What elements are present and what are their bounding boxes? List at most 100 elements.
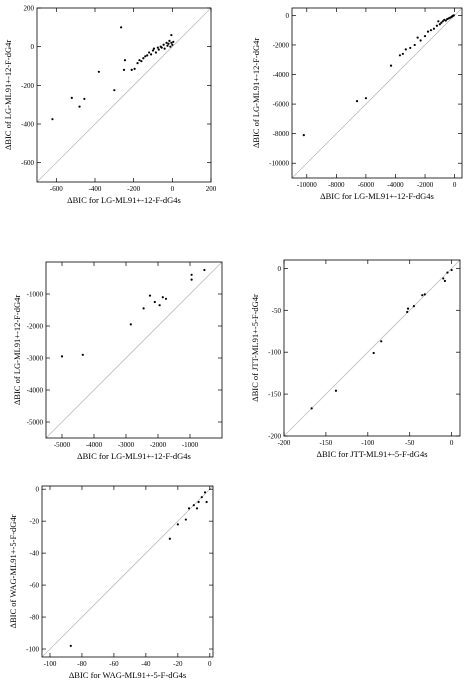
scatter-point — [190, 278, 193, 281]
x-tick-label: -50 — [405, 439, 415, 447]
scatter-point — [149, 53, 153, 56]
x-tick-label: -80 — [77, 660, 87, 668]
y-tick-label: -1000 — [27, 291, 44, 299]
x-tick-label: -4000 — [387, 181, 404, 189]
scatter-point — [152, 47, 156, 50]
y-tick-label: -40 — [30, 550, 40, 558]
scatter-point — [167, 42, 170, 45]
scatter-panel-lg12-large: -10000 -8000 -6000 -4000 -2000 0 -10000 -8000 -6… — [237, 0, 474, 232]
y-tick-label: 0 — [278, 265, 282, 273]
scatter-point — [176, 523, 179, 526]
x-tick-label: -150 — [319, 439, 332, 447]
x-tick-label: -4000 — [86, 441, 103, 449]
plot-frame — [291, 7, 463, 179]
y-tick-label: -200 — [21, 82, 34, 90]
x-tick-label: -40 — [141, 660, 151, 668]
y-tick-label: -60 — [30, 582, 40, 590]
x-tick-label: 0 — [450, 439, 454, 447]
x-axis-label: ΔBIC for JTT-ML91+-5-F-dG4s — [317, 449, 428, 459]
scatter-chart-1: -10000 -8000 -6000 -4000 -2000 0 -10000 -8000 -6… — [251, 7, 463, 201]
scatter-point — [168, 39, 171, 42]
y-tick-label: -50 — [272, 307, 282, 315]
y-tick-label: 0 — [286, 12, 290, 20]
scatter-point — [97, 70, 100, 73]
y-tick-label: -4000 — [27, 387, 44, 395]
scatter-point — [423, 293, 426, 296]
scatter-point — [163, 47, 166, 50]
y-tick-label: -100 — [268, 349, 281, 357]
scatter-point — [205, 500, 208, 504]
y-tick-label: -8000 — [273, 130, 290, 138]
y-tick-label: 0 — [31, 43, 35, 51]
y-tick-label: -5000 — [27, 419, 44, 427]
scatter-point — [416, 36, 419, 39]
scatter-point — [444, 19, 447, 22]
scatter-panel-lg12-medium: -5000 -4000 -3000 -2000 -1000 -5000 -4000 -3000… — [0, 232, 237, 464]
scatter-point — [423, 34, 427, 38]
x-tick-label: -200 — [278, 439, 291, 447]
scatter-point — [142, 57, 145, 60]
scatter-point — [158, 304, 161, 307]
scatter-point — [440, 21, 443, 24]
identity-line — [283, 259, 461, 437]
scatter-point — [302, 134, 305, 137]
x-tick-label: -3000 — [118, 441, 135, 449]
y-tick-label: -200 — [268, 433, 281, 441]
scatter-point — [166, 44, 169, 47]
scatter-point — [156, 46, 159, 49]
scatter-point — [113, 89, 116, 92]
scatter-point — [144, 55, 147, 58]
scatter-point — [450, 268, 453, 272]
scatter-point — [140, 60, 143, 63]
scatter-point — [51, 118, 54, 121]
scatter-point — [452, 14, 455, 17]
scatter-point — [162, 43, 165, 46]
scatter-point — [437, 20, 440, 23]
x-axis-label: ΔBIC for WAG-ML91+-5-F-dG4s — [69, 670, 186, 680]
y-tick-label: 200 — [24, 5, 35, 13]
scatter-panel-lg12-small: -600 -400 -200 0 200 -600 -400 -200 0 200 ΔBIC for… — [0, 0, 237, 232]
scatter-point — [154, 51, 157, 54]
scatter-point — [190, 273, 193, 276]
y-tick-label: -400 — [21, 121, 34, 129]
scatter-point — [170, 41, 173, 44]
scatter-point — [426, 30, 430, 33]
scatter-point — [409, 46, 412, 50]
x-tick-label: -10000 — [297, 181, 317, 189]
scatter-point — [404, 48, 407, 51]
x-axis-label: ΔBIC for LG-ML91+-12-F-dG4s — [320, 191, 434, 201]
scatter-point — [184, 518, 187, 521]
scatter-point — [364, 97, 368, 100]
y-axis-label: ΔBIC of JTT-ML91+-5-F-dG4r — [250, 294, 260, 402]
scatter-point — [389, 64, 393, 67]
scatter-point — [429, 29, 433, 32]
scatter-chart-2: -5000 -4000 -3000 -2000 -1000 -5000 -4000 -3000… — [12, 261, 223, 461]
scatter-point — [130, 68, 133, 71]
scatter-point — [441, 20, 444, 23]
scatter-point — [310, 407, 313, 410]
plot-frame — [45, 261, 223, 439]
plot-frame — [36, 7, 212, 183]
scatter-point — [413, 43, 416, 47]
identity-line — [36, 7, 212, 183]
plot-frame — [41, 485, 214, 658]
scatter-point — [148, 51, 151, 54]
scatter-point — [129, 323, 132, 326]
scatter-point — [412, 304, 416, 308]
scatter-point — [157, 48, 160, 51]
scatter-point — [197, 500, 200, 504]
y-axis-label: ΔBIC of LG-ML91+-12-F-dG4r — [12, 295, 22, 406]
scatter-point — [203, 491, 207, 494]
x-tick-label: -20 — [173, 660, 183, 668]
scatter-point — [334, 389, 338, 392]
scatter-point — [172, 40, 175, 43]
x-tick-label: -60 — [109, 660, 119, 668]
y-tick-label: 0 — [36, 486, 40, 494]
y-tick-label: -3000 — [27, 355, 44, 363]
x-tick-label: -1000 — [182, 441, 199, 449]
scatter-point — [168, 537, 171, 540]
scatter-chart-0: -600 -400 -200 0 200 -600 -400 -200 0 200 ΔBIC for… — [3, 5, 217, 206]
scatter-point — [421, 294, 424, 297]
x-tick-label: -100 — [361, 439, 374, 447]
x-tick-label: -5000 — [54, 441, 71, 449]
